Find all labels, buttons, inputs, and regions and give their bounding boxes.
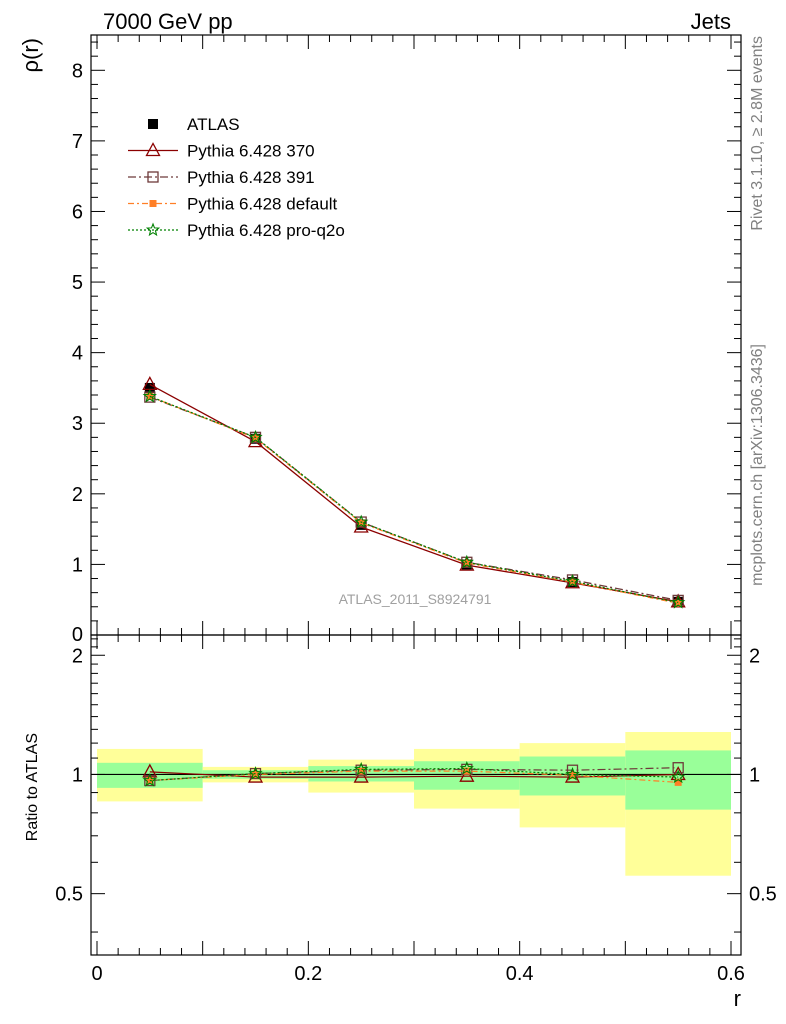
legend: ATLAS Pythia 6.428 370 Pythia 6.428 391 Pyt… xyxy=(128,115,345,240)
ratio-y-tick-label: 2 xyxy=(72,645,83,667)
ratio-panel-frame xyxy=(90,634,742,956)
ratio-y-tick-label-right: 0.5 xyxy=(749,884,777,906)
ratio-series-line xyxy=(149,771,679,778)
main-y-tick-label: 7 xyxy=(72,131,83,153)
ratio-data-point xyxy=(142,773,157,787)
ratio-data-point xyxy=(354,761,369,776)
ratio-data-point xyxy=(459,761,474,775)
header-right: Jets xyxy=(691,9,731,34)
ratio-data-point xyxy=(569,771,576,779)
ratio-data-point xyxy=(459,767,475,782)
main-data-point xyxy=(142,388,157,403)
ratio-data-point xyxy=(142,763,158,778)
legend-label: Pythia 6.428 370 xyxy=(187,142,315,161)
legend-label: Pythia 6.428 default xyxy=(187,195,338,214)
ratio-data-point xyxy=(252,770,259,778)
legend-marker xyxy=(145,142,161,157)
main-data-point xyxy=(144,391,156,403)
legend-label: Pythia 6.428 391 xyxy=(187,168,315,187)
legend-entry: ATLAS xyxy=(148,115,240,134)
main-data-point xyxy=(354,514,369,529)
x-tick-label: 0.6 xyxy=(717,963,745,985)
main-data-point xyxy=(459,554,474,569)
main-data-point xyxy=(671,595,686,609)
header-left: 7000 GeV pp xyxy=(103,9,233,34)
main-series-line xyxy=(149,395,679,604)
main-data-point xyxy=(565,573,580,588)
legend-entry: Pythia 6.428 default xyxy=(128,195,338,214)
main-data-point xyxy=(144,382,155,393)
rivet-version-label: Rivet 3.1.10, ≥ 2.8M events xyxy=(749,36,766,231)
ratio-y-axis-label: Ratio to ATLAS xyxy=(24,733,41,841)
legend-label: Pythia 6.428 pro-q2o xyxy=(187,221,345,240)
ratio-uncertainty-bands xyxy=(91,732,741,876)
ratio-panel-ticks: 0.5 0.5 1 1 2 2 0 0.2 0.4 0.6 xyxy=(55,635,777,985)
legend-marker xyxy=(145,222,161,237)
main-series-line xyxy=(149,395,679,604)
ratio-data-point xyxy=(671,769,686,784)
analysis-watermark: ATLAS_2011_S8924791 xyxy=(339,591,492,607)
main-y-tick-label: 8 xyxy=(72,60,83,82)
main-panel-data xyxy=(142,376,686,609)
x-tick-label: 0.2 xyxy=(294,963,322,985)
legend-label: ATLAS xyxy=(187,115,240,134)
main-data-point xyxy=(248,429,263,444)
main-y-tick-label: 6 xyxy=(72,201,83,223)
legend-marker xyxy=(148,119,158,129)
x-tick-label: 0 xyxy=(91,963,102,985)
ratio-data-point xyxy=(248,766,263,780)
ratio-data-point xyxy=(353,768,369,783)
legend-marker xyxy=(147,171,159,183)
legend-entry: Pythia 6.428 370 xyxy=(128,142,315,161)
ratio-data-point xyxy=(357,767,365,775)
x-axis-label: r xyxy=(734,986,741,1011)
ratio-data-point xyxy=(355,764,367,776)
main-y-tick-label: 0 xyxy=(72,624,83,646)
ratio-y-tick-label: 0.5 xyxy=(55,884,83,906)
ratio-series-line xyxy=(149,767,679,782)
main-y-tick-label: 3 xyxy=(72,413,83,435)
main-series-line xyxy=(149,383,679,603)
ratio-y-tick-label-right: 2 xyxy=(749,645,760,667)
mcplots-source-label: mcplots.cern.ch [arXiv:1306.3436] xyxy=(749,344,766,586)
main-panel-ticks: 0 1 2 3 4 5 6 7 8 xyxy=(72,35,741,646)
main-y-tick-label: 5 xyxy=(72,272,83,294)
main-y-axis-label: ρ(r) xyxy=(18,38,43,73)
ratio-data-point xyxy=(674,778,682,786)
ratio-y-tick-label: 1 xyxy=(72,764,83,786)
main-data-point xyxy=(463,559,471,567)
ratio-data-point xyxy=(565,766,580,781)
main-y-tick-label: 1 xyxy=(72,554,83,576)
ratio-data-point xyxy=(672,762,684,774)
legend-marker xyxy=(149,200,157,207)
ratio-series-line xyxy=(149,770,679,783)
legend-entry: Pythia 6.428 391 xyxy=(128,168,315,187)
ratio-band-inner xyxy=(414,761,520,790)
legend-entry: Pythia 6.428 pro-q2o xyxy=(128,221,345,240)
x-tick-label: 0.4 xyxy=(506,963,534,985)
ratio-panel-data xyxy=(142,761,686,787)
main-data-point xyxy=(674,599,682,607)
main-y-tick-label: 2 xyxy=(72,484,83,506)
main-y-tick-label: 4 xyxy=(72,343,83,365)
ratio-y-tick-label-right: 1 xyxy=(749,764,760,786)
